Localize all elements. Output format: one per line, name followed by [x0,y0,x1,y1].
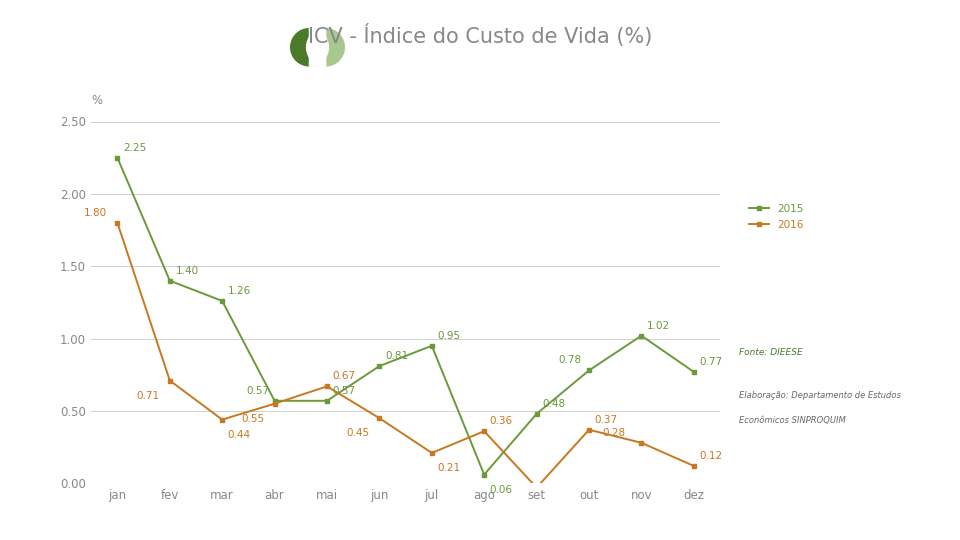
Text: 0.71: 0.71 [136,390,159,401]
Text: 1.02: 1.02 [647,321,670,330]
Text: %: % [91,94,103,107]
Text: 1.26: 1.26 [228,286,251,296]
Text: Elaboração: Departamento de Estudos: Elaboração: Departamento de Estudos [739,392,901,401]
Text: 0.06: 0.06 [490,485,513,495]
Text: 2.25: 2.25 [123,143,146,153]
Wedge shape [306,28,325,66]
Circle shape [291,29,328,66]
Text: 0.45: 0.45 [346,428,370,438]
Text: 0.78: 0.78 [559,355,582,366]
Text: 1.40: 1.40 [176,266,199,276]
Legend: 2015, 2016: 2015, 2016 [744,200,808,234]
Text: -0.03: -0.03 [0,539,1,540]
Text: 0.67: 0.67 [332,372,356,381]
Text: 0.77: 0.77 [699,357,723,367]
Text: 0.95: 0.95 [438,331,461,341]
Text: 0.57: 0.57 [247,386,270,396]
Text: 0.36: 0.36 [490,416,513,426]
Text: 0.21: 0.21 [438,463,461,473]
Text: 1.80: 1.80 [84,208,108,218]
Text: 0.48: 0.48 [542,399,565,409]
Text: 0.44: 0.44 [228,430,251,440]
Text: 0.81: 0.81 [385,351,408,361]
Text: ICV - Índice do Custo de Vida (%): ICV - Índice do Custo de Vida (%) [308,24,652,48]
Text: 0.12: 0.12 [699,451,723,461]
Text: 0.57: 0.57 [332,386,356,396]
Circle shape [307,29,345,66]
Text: Fonte: DIEESE: Fonte: DIEESE [739,348,803,357]
Text: 0.37: 0.37 [594,415,617,425]
Wedge shape [309,28,328,66]
Text: 0.28: 0.28 [603,428,626,438]
Text: 0.55: 0.55 [241,414,264,424]
Text: Econômicos SINPROQUIM: Econômicos SINPROQUIM [739,416,846,425]
